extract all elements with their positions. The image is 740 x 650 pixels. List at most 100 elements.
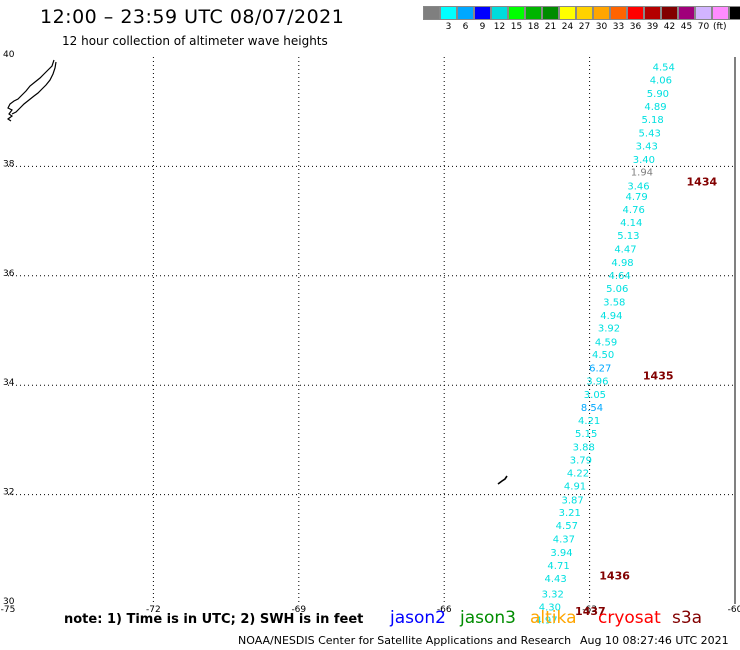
wave-height-label: 4.30 — [539, 603, 561, 614]
color-scale-value: 27 — [578, 22, 591, 32]
wave-height-label: 4.50 — [592, 350, 614, 361]
longitude-tick-label: -72 — [146, 605, 161, 615]
color-scale-value: 42 — [663, 22, 676, 32]
color-scale-value: 12 — [493, 22, 506, 32]
wave-height-label: 4.91 — [564, 482, 586, 493]
wave-height-label: 5.06 — [606, 284, 628, 295]
latitude-tick-label: 34 — [3, 378, 15, 388]
map-grid: -75 -72 -69 -66 -63 -60 40 38 36 34 32 30 — [1, 50, 740, 615]
longitude-tick-label: -69 — [291, 605, 306, 615]
coastline-bermuda — [497, 475, 508, 485]
color-swatch — [644, 6, 661, 20]
wave-height-label: 4.57 — [556, 521, 578, 532]
latitude-tick-label: 30 — [3, 597, 15, 607]
pass-time-label: 1435 — [643, 370, 674, 383]
wave-height-label: 4.94 — [600, 311, 622, 322]
latitude-tick-label: 40 — [3, 50, 15, 60]
longitude-tick-label: -66 — [437, 605, 452, 615]
color-scale-value — [423, 22, 440, 32]
color-swatch — [525, 6, 542, 20]
wave-height-label: 4.97 — [535, 616, 557, 627]
color-scale-bar — [423, 6, 740, 20]
pass-time-label: 1437 — [575, 605, 606, 618]
wave-height-label: 4.43 — [545, 574, 567, 585]
observation-labels: 4.544.06 5.90 4.89 5.18 5.43 3.43 3.40 1.94 3.46… — [535, 63, 675, 627]
color-scale-value: 21 — [544, 22, 557, 32]
wave-height-label: 5.43 — [639, 128, 661, 139]
wave-height-label: 3.40 — [633, 155, 655, 166]
wave-height-label: 3.46 — [627, 181, 649, 192]
color-scale-value: 39 — [646, 22, 659, 32]
color-swatch — [712, 6, 729, 20]
wave-height-label: 4.47 — [614, 244, 636, 255]
wave-height-label: 4.21 — [578, 416, 600, 427]
credit-line: NOAA/NESDIS Center for Satellite Applica… — [238, 634, 572, 647]
color-scale-value: 45 — [680, 22, 693, 32]
color-swatch — [491, 6, 508, 20]
wave-height-label: 4.37 — [553, 535, 575, 546]
color-scale-value: 18 — [527, 22, 540, 32]
wave-height-label: 3.21 — [559, 508, 581, 519]
color-swatch — [678, 6, 695, 20]
color-swatch — [508, 6, 525, 20]
color-swatch — [627, 6, 644, 20]
color-scale-value: 9 — [479, 22, 486, 32]
longitude-tick-label: -75 — [1, 605, 16, 615]
color-swatch — [440, 6, 457, 20]
wave-height-label: 8.54 — [581, 403, 603, 414]
wave-height-label: 3.32 — [542, 589, 564, 600]
color-swatch — [457, 6, 474, 20]
coastline — [6, 59, 508, 485]
color-scale-labels: 3 6 9 12 15 18 21 24 27 30 33 36 39 42 45 70 (ft) — [423, 22, 727, 32]
latitude-tick-label: 32 — [3, 488, 14, 498]
footer-note: note: 1) Time is in UTC; 2) SWH is in fe… — [64, 612, 364, 627]
color-scale-value: 30 — [595, 22, 608, 32]
wave-height-label: 3.05 — [584, 390, 606, 401]
wave-height-label: 4.22 — [567, 469, 589, 480]
wave-height-label: 4.71 — [547, 561, 569, 572]
map-subtitle: 12 hour collection of altimeter wave hei… — [62, 34, 328, 48]
pass-time-label: 1436 — [599, 569, 630, 582]
wave-height-label: 4.89 — [644, 102, 666, 113]
color-swatch — [474, 6, 491, 20]
wave-height-label: 3.87 — [561, 495, 583, 506]
wave-height-label: 3.88 — [573, 442, 595, 453]
longitude-tick-label: -63 — [582, 605, 597, 615]
wave-height-label: 4.14 — [620, 218, 642, 229]
wave-height-label: 4.06 — [650, 75, 672, 86]
color-swatch — [593, 6, 610, 20]
color-scale-value: 24 — [561, 22, 574, 32]
color-swatch — [729, 6, 740, 20]
wave-height-label: 4.79 — [625, 192, 647, 203]
wave-height-label: 5.15 — [575, 429, 597, 440]
pass-time-label: 1434 — [687, 176, 718, 189]
color-swatch — [542, 6, 559, 20]
latitude-tick-label: 36 — [3, 269, 15, 279]
color-swatch — [695, 6, 712, 20]
wave-height-label: 1.94 — [631, 168, 653, 179]
generated-timestamp: Aug 10 08:27:46 UTC 2021 — [580, 634, 729, 647]
color-scale-value: 70 — [697, 22, 710, 32]
time-labels: 1434 1435 1436 1437 — [575, 176, 717, 618]
color-scale-value: 3 — [445, 22, 452, 32]
color-scale-value: 6 — [462, 22, 469, 32]
wave-height-label: 6.27 — [589, 364, 611, 375]
wave-height-label: 4.59 — [595, 337, 617, 348]
wave-height-label: 4.98 — [611, 258, 633, 269]
color-scale-unit: (ft) — [713, 22, 727, 32]
color-scale-value: 33 — [612, 22, 625, 32]
color-swatch — [661, 6, 678, 20]
wave-height-label: 5.18 — [641, 115, 663, 126]
wave-height-label: 3.92 — [598, 324, 620, 335]
legend-entry-cryosat: cryosat — [598, 608, 661, 628]
wave-height-label: 3.43 — [636, 141, 658, 152]
map-title: 12:00 – 23:59 UTC 08/07/2021 — [40, 6, 345, 28]
longitude-tick-label: -60 — [728, 605, 740, 615]
coastline-nova-scotia — [6, 59, 57, 122]
color-scale-value: 15 — [510, 22, 523, 32]
latitude-tick-label: 38 — [3, 159, 15, 169]
color-swatch — [610, 6, 627, 20]
wave-height-label: 4.54 — [653, 63, 675, 74]
wave-height-label: 5.90 — [647, 89, 669, 100]
